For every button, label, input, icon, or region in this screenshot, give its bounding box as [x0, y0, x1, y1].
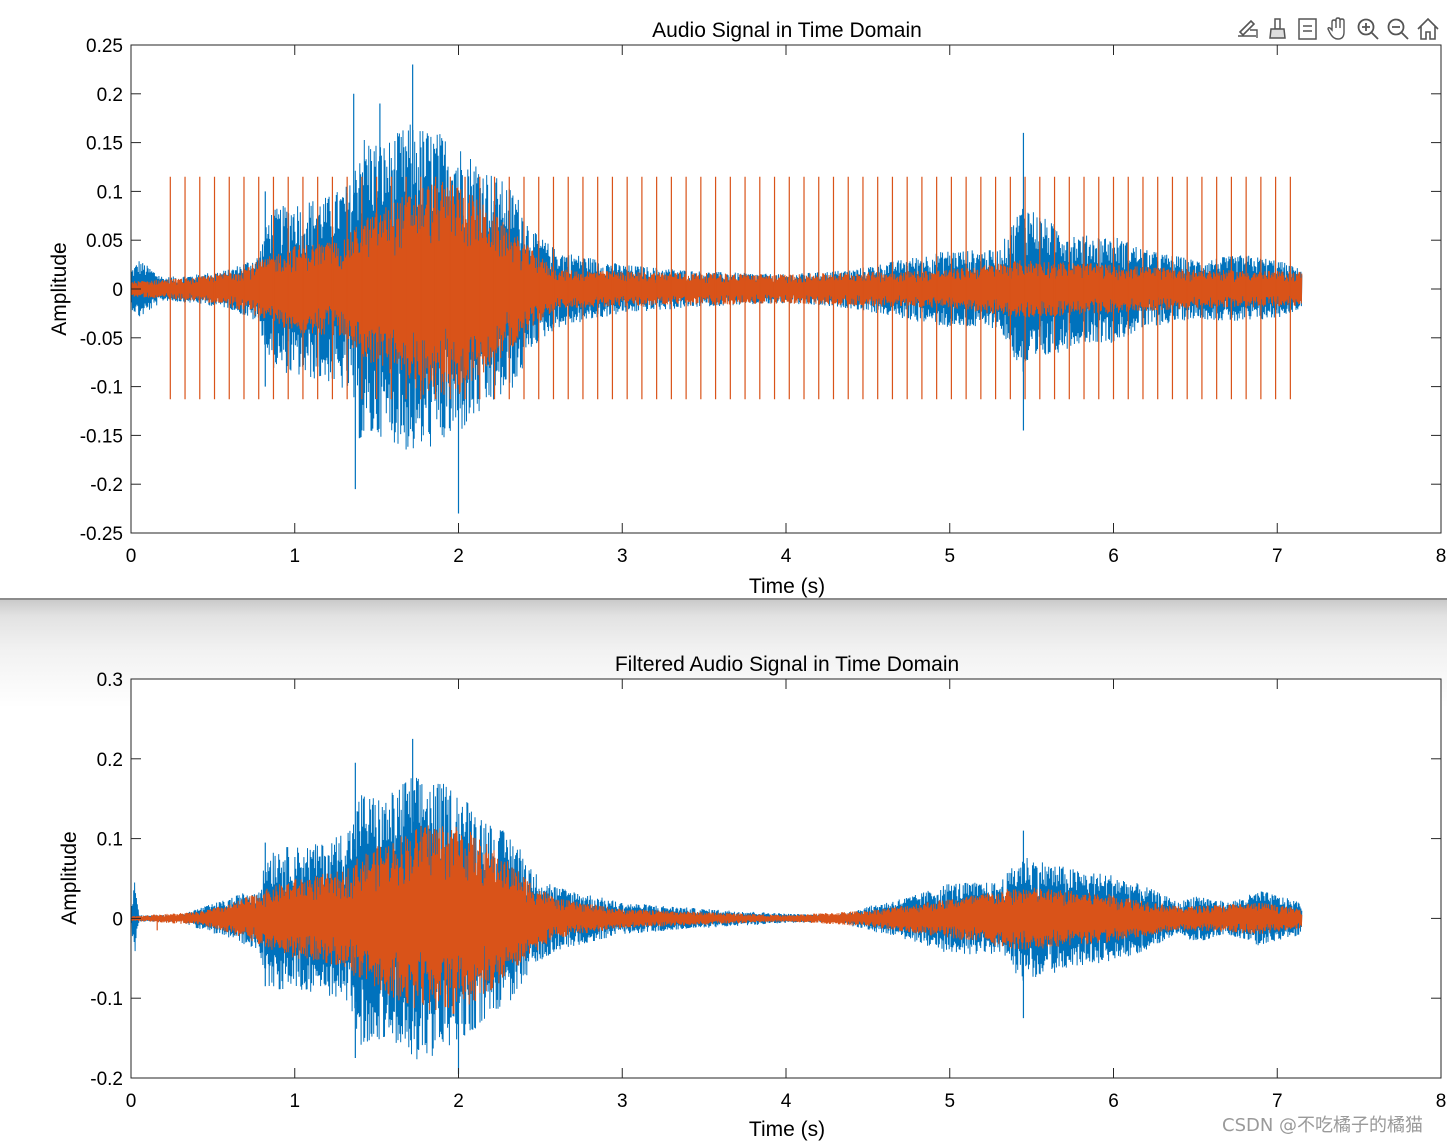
y-tick-label: 0.1 [97, 830, 123, 851]
data-tip-icon[interactable] [1294, 14, 1322, 44]
y-tick-label: 0.05 [86, 231, 123, 252]
y-tick-label: -0.1 [90, 989, 123, 1010]
y-tick-label: 0.2 [97, 750, 123, 771]
y-axis-label: Amplitude [58, 831, 81, 924]
x-tick-label: 6 [1108, 546, 1119, 567]
x-tick-label: 1 [289, 546, 300, 567]
brush-icon[interactable] [1264, 14, 1292, 44]
x-tick-label: 1 [289, 1091, 300, 1112]
x-tick-label: 7 [1272, 546, 1283, 567]
y-tick-label: 0.2 [97, 85, 123, 106]
x-axis-label: Time (s) [749, 1118, 825, 1141]
chart-title: Audio Signal in Time Domain [652, 19, 922, 42]
y-tick-label: -0.25 [80, 524, 123, 545]
x-tick-label: 3 [617, 546, 628, 567]
x-tick-label: 2 [453, 546, 464, 567]
series-orange-line [131, 181, 1303, 395]
y-tick-label: 0 [112, 280, 123, 301]
axes-toolbar [1234, 14, 1442, 44]
plot-lines [131, 738, 1303, 1075]
x-tick-label: 4 [781, 546, 792, 567]
y-tick-label: 0.25 [86, 36, 123, 57]
zoom-out-icon[interactable] [1384, 14, 1412, 44]
figure-separator-line [0, 598, 1447, 600]
y-tick-label: 0.15 [86, 134, 123, 155]
y-tick-label: -0.2 [90, 475, 123, 496]
x-tick-label: 2 [453, 1091, 464, 1112]
x-tick-label: 8 [1436, 1091, 1447, 1112]
x-ticks: 0 1 2 3 4 5 6 7 8 [126, 679, 1447, 1112]
x-tick-label: 5 [944, 1091, 955, 1112]
x-ticks: 0 1 2 3 4 5 6 7 8 [126, 45, 1447, 567]
y-tick-label: 0 [112, 909, 123, 930]
y-tick-label: 0.3 [97, 670, 123, 691]
y-tick-label: -0.2 [90, 1069, 123, 1090]
x-tick-label: 4 [781, 1091, 792, 1112]
pan-hand-icon[interactable] [1324, 14, 1352, 44]
zoom-in-icon[interactable] [1354, 14, 1382, 44]
y-tick-label: 0.1 [97, 182, 123, 203]
watermark: CSDN @不吃橘子的橘猫 [1222, 1115, 1424, 1136]
x-tick-label: 0 [126, 546, 137, 567]
x-axis-label: Time (s) [749, 575, 825, 598]
series-orange-line [131, 825, 1303, 1014]
x-tick-label: 6 [1108, 1091, 1119, 1112]
y-tick-label: -0.1 [90, 378, 123, 399]
chart-title: Filtered Audio Signal in Time Domain [615, 653, 959, 676]
x-tick-label: 3 [617, 1091, 628, 1112]
edit-export-icon[interactable] [1234, 14, 1262, 44]
y-tick-label: -0.05 [80, 329, 123, 350]
x-tick-label: 5 [944, 546, 955, 567]
x-tick-label: 8 [1436, 546, 1447, 567]
chart-original-signal: 0 1 2 3 4 5 6 7 8 0.25 0.2 0.15 0.1 0.05 0 -0.05 -0.1 -0… [48, 19, 1447, 598]
x-tick-label: 7 [1272, 1091, 1283, 1112]
y-axis-label: Amplitude [48, 242, 71, 335]
plot-lines [131, 64, 1303, 514]
y-ticks: 0.3 0.2 0.1 0 -0.1 -0.2 [90, 670, 1441, 1090]
x-tick-label: 0 [126, 1091, 137, 1112]
chart-filtered-signal: 0 1 2 3 4 5 6 7 8 0.3 0.2 0.1 0 -0.1 -0.2 Filtered Au… [58, 653, 1447, 1141]
y-ticks: 0.25 0.2 0.15 0.1 0.05 0 -0.05 -0.1 -0.15 -0.2 -0.… [80, 36, 1441, 545]
y-tick-label: -0.15 [80, 426, 123, 447]
home-icon[interactable] [1414, 14, 1442, 44]
